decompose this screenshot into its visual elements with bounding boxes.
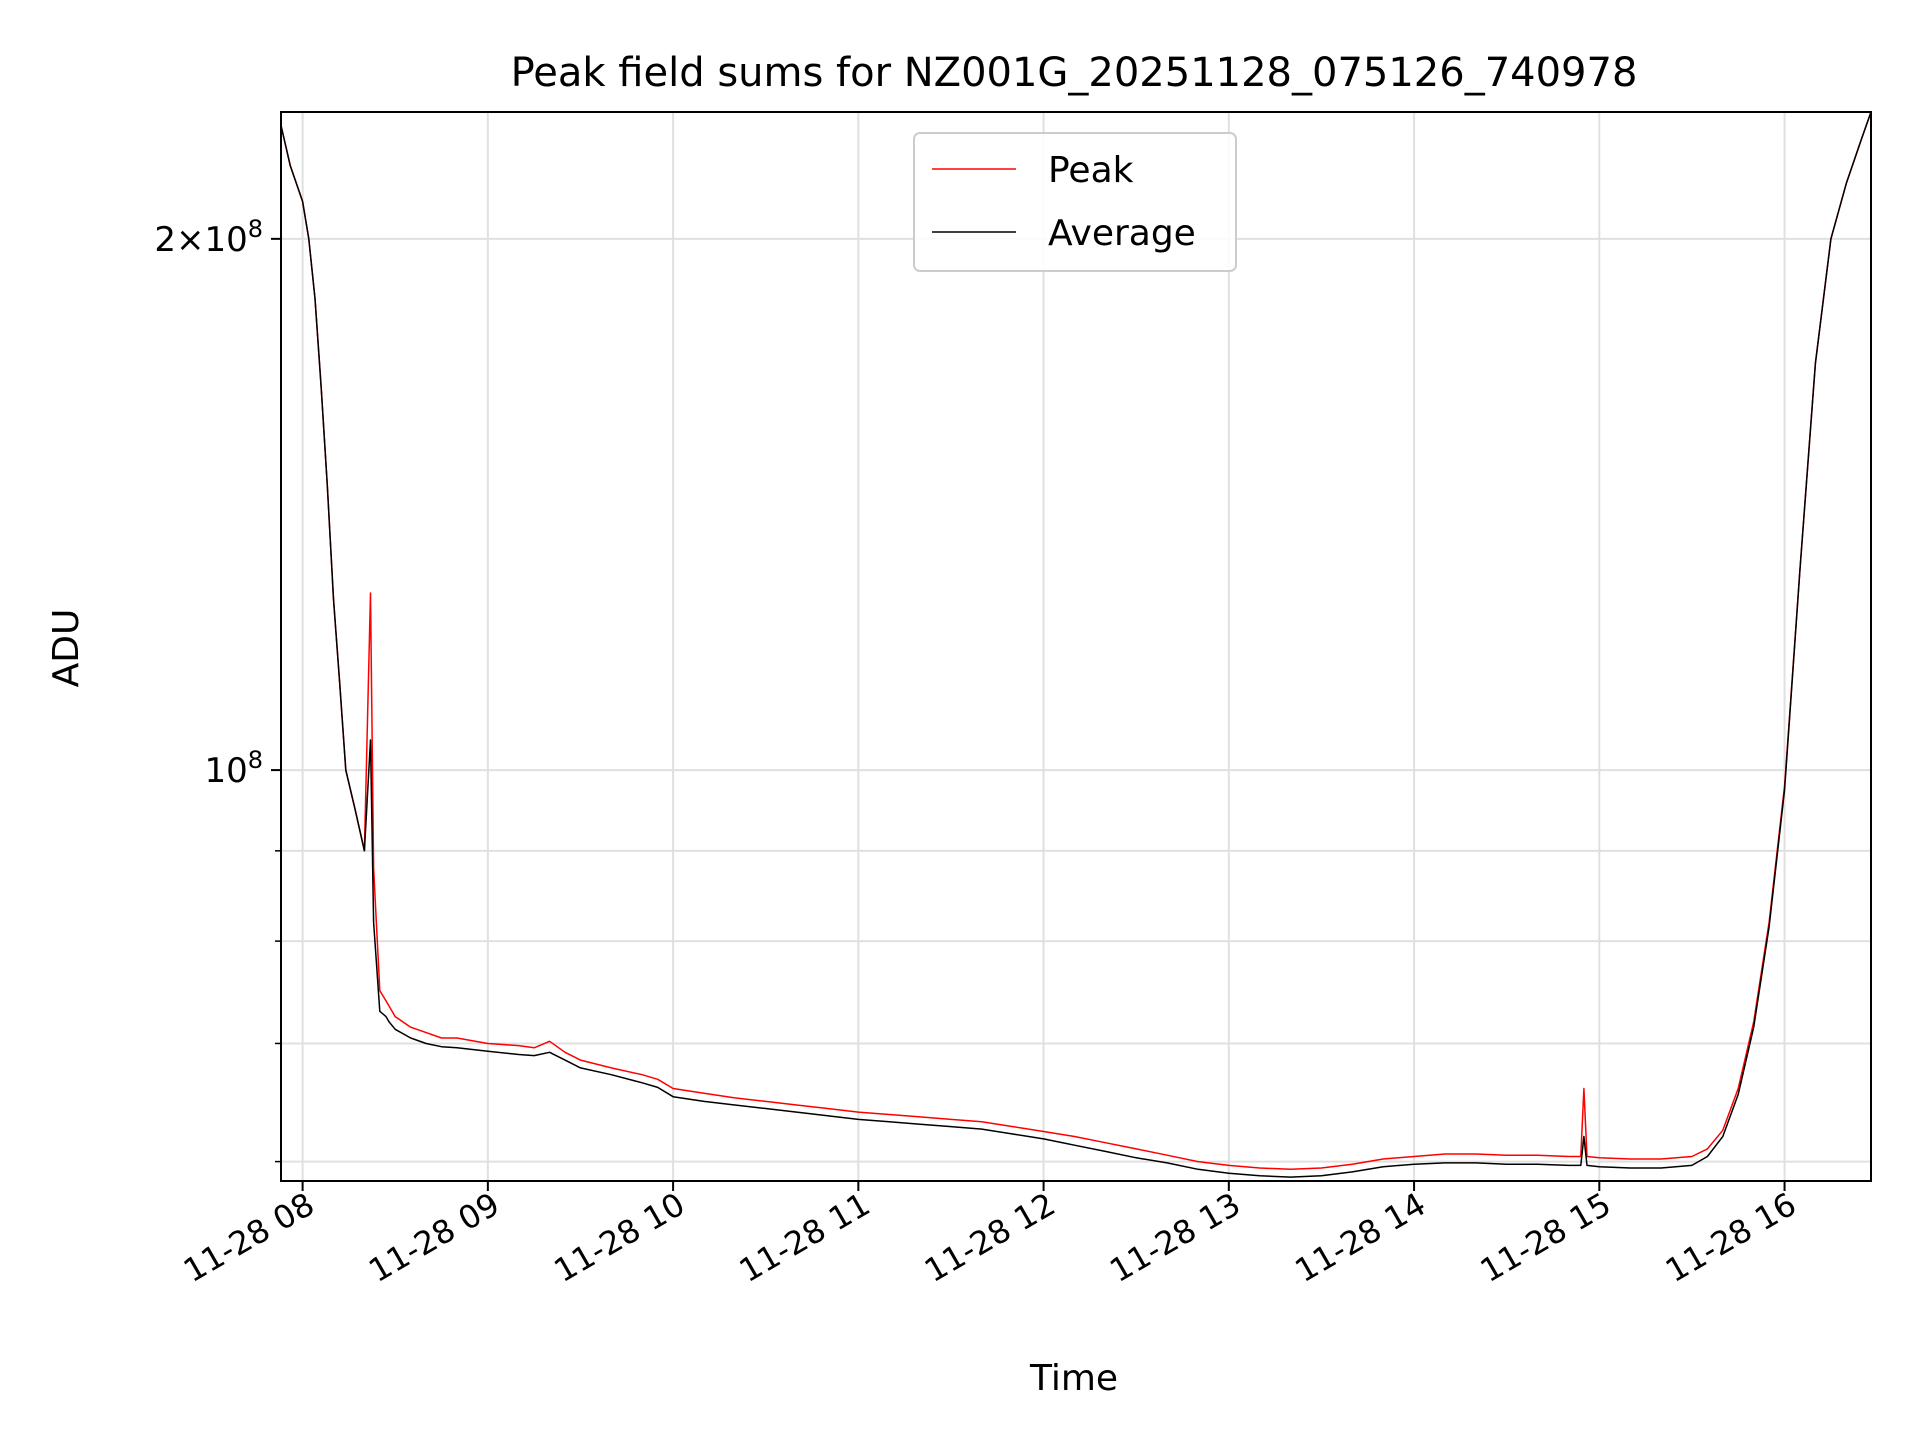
legend-box: [913, 132, 1237, 272]
chart-title: Peak field sums for NZ001G_20251128_0751…: [511, 50, 1638, 96]
series-line-average: [281, 112, 1871, 1178]
series-layer: [281, 112, 1871, 1178]
y-axis-ticks: 108 2×108: [154, 215, 281, 1163]
plot-frame: [280, 111, 1872, 1182]
legend-label-peak: Peak: [1048, 150, 1134, 191]
y-tick-label: 108: [204, 746, 263, 791]
x-axis-label: Time: [1029, 1358, 1118, 1399]
y-axis-label: ADU: [46, 609, 87, 688]
legend: Peak Average: [913, 132, 1237, 272]
legend-label-average: Average: [1048, 213, 1196, 254]
series-line-peak: [281, 112, 1871, 1171]
y-tick-label: 2×108: [154, 215, 263, 260]
